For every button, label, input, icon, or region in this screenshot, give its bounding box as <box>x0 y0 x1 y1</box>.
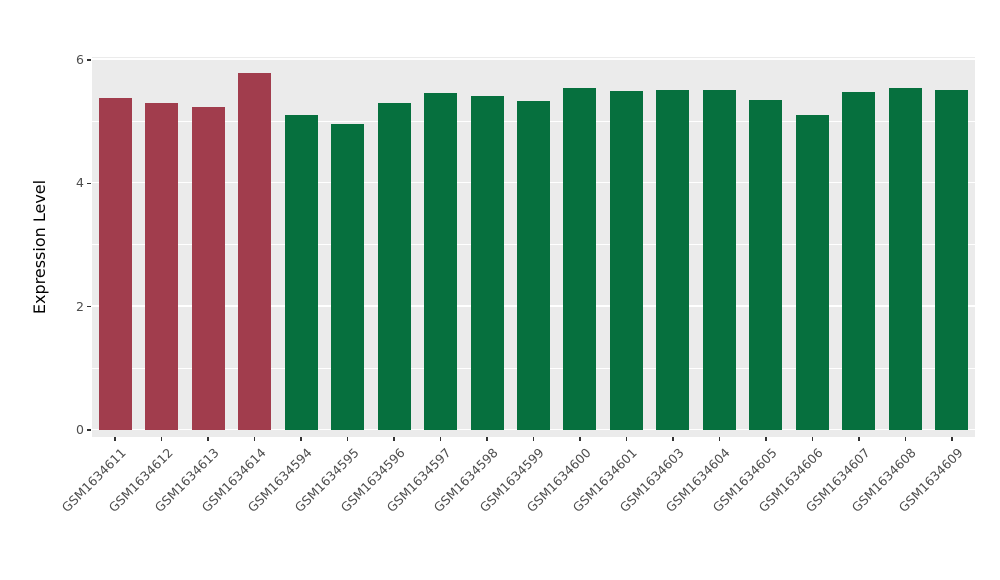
bar-GSM1634594 <box>284 115 318 430</box>
x-tick-mark <box>160 437 163 441</box>
bar-GSM1634603 <box>656 90 690 430</box>
bar-GSM1634613 <box>191 107 225 430</box>
bar-GSM1634596 <box>377 102 411 430</box>
x-tick-mark <box>904 437 907 441</box>
y-tick-label-0: 0 <box>76 422 84 437</box>
x-tick-mark <box>393 437 395 441</box>
bar-GSM1634607 <box>842 92 876 430</box>
x-tick-mark <box>625 437 628 441</box>
x-tick-mark <box>811 437 814 441</box>
bar-GSM1634614 <box>238 72 272 430</box>
x-tick-mark <box>858 437 860 441</box>
plot-panel <box>92 57 975 437</box>
x-tick-mark <box>439 437 442 441</box>
bar-GSM1634608 <box>888 88 922 430</box>
y-tick-mark <box>87 59 91 61</box>
x-tick-mark <box>951 437 953 441</box>
x-tick-mark <box>532 437 535 441</box>
y-tick-mark <box>87 305 91 308</box>
bar-GSM1634605 <box>749 100 783 430</box>
bar-GSM1634600 <box>563 88 597 430</box>
x-tick-mark <box>486 437 488 441</box>
y-tick-label-6: 6 <box>76 51 84 67</box>
x-tick-mark <box>765 437 767 441</box>
bar-GSM1634597 <box>424 93 458 430</box>
bar-GSM1634611 <box>98 98 132 430</box>
x-tick-mark <box>579 437 581 441</box>
x-tick-mark <box>718 437 721 441</box>
x-tick-mark <box>300 437 302 441</box>
x-tick-mark <box>114 437 116 441</box>
x-tick-mark <box>346 437 349 441</box>
bar-GSM1634601 <box>609 91 643 430</box>
bar-GSM1634609 <box>935 90 969 430</box>
y-tick-mark <box>87 182 91 185</box>
bar-GSM1634598 <box>470 96 504 430</box>
y-tick-label-4: 4 <box>76 175 84 191</box>
y-axis-title-text: Expression Level <box>30 179 49 315</box>
y-tick-label-2: 2 <box>76 298 84 314</box>
bar-GSM1634599 <box>517 101 550 430</box>
x-tick-mark <box>207 437 209 441</box>
x-tick-mark <box>672 437 674 441</box>
bar-GSM1634604 <box>702 89 736 430</box>
bar-GSM1634595 <box>331 123 365 430</box>
bar-GSM1634612 <box>145 103 179 430</box>
bar-GSM1634606 <box>795 115 829 430</box>
gridline-major <box>92 58 975 60</box>
x-tick-mark <box>253 437 256 441</box>
y-tick-mark <box>87 429 91 431</box>
